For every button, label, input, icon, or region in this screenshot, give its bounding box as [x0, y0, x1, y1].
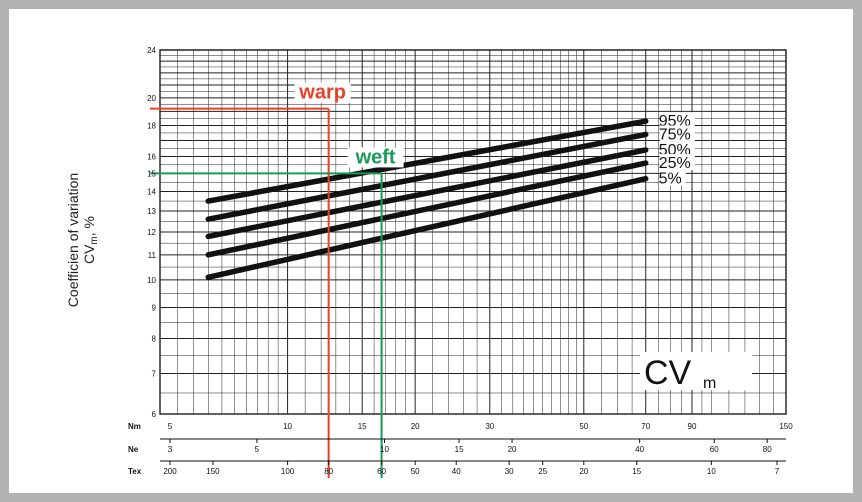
x-tick-label: 150 — [206, 467, 220, 476]
x-tick-label: 7 — [775, 467, 780, 476]
series-line — [205, 160, 649, 258]
y-axis-label: Coefficien of variation CVm, % — [65, 173, 100, 307]
annotation-label: weft — [355, 146, 396, 168]
y-axis-label-line2: CVm, % — [81, 216, 100, 264]
series-label: 5% — [659, 171, 682, 188]
x-tick-label: 150 — [779, 422, 793, 431]
x-tick-label: 5 — [168, 422, 173, 431]
series-line — [205, 147, 649, 240]
annotation-label-bg — [294, 82, 351, 103]
cvm-badge: CV m — [640, 352, 752, 392]
x-tick-label: 10 — [380, 445, 389, 454]
y-tick-label: 20 — [147, 94, 156, 103]
x-tick-label: 15 — [632, 467, 641, 476]
x-tick-label: 20 — [411, 422, 420, 431]
x-tick-label: 10 — [707, 467, 716, 476]
x-tick-label: 40 — [635, 445, 644, 454]
x-tick-label: 5 — [255, 445, 260, 454]
series-label-bg — [659, 154, 695, 171]
x-tick-label: 90 — [688, 422, 697, 431]
x-tick-label: 15 — [358, 422, 367, 431]
y-tick-label: 11 — [148, 251, 157, 260]
x-tick-label: 200 — [163, 467, 177, 476]
cvm-badge-sub: m — [703, 375, 716, 392]
series-line — [205, 118, 649, 204]
series-line — [205, 131, 649, 222]
y-tick-label: 6 — [152, 410, 157, 419]
y-tick-label: 16 — [147, 152, 156, 161]
x-tick-label: 50 — [579, 422, 588, 431]
series-line — [205, 175, 649, 281]
y-tick-labels: 6 7 8 9 10 11 12 13 14 15 16 18 20 24 — [147, 46, 156, 419]
y-tick-label: 9 — [152, 304, 157, 313]
x-tick-label: 60 — [377, 467, 386, 476]
x-tick-label: 20 — [579, 467, 588, 476]
series-label-bg — [659, 169, 686, 186]
x-tick-label: 80 — [763, 445, 772, 454]
x-axes: Nm 5 10 15 20 30 50 70 90 150 Ne 3 5 10 15 20 40 60 80 Tex 2… — [128, 422, 793, 476]
y-tick-label: 10 — [147, 276, 156, 285]
annotation-label: warp — [298, 82, 346, 104]
annotation-label-bg — [347, 147, 404, 168]
y-tick-label: 12 — [147, 228, 156, 237]
series-label: 25% — [659, 155, 691, 172]
y-tick-label: 13 — [147, 207, 156, 216]
annotations: warp weft — [150, 82, 404, 478]
x-tick-label: 40 — [452, 467, 461, 476]
series-label-bg — [659, 125, 695, 142]
y-tick-label: 15 — [147, 169, 156, 178]
y-tick-label: 18 — [147, 122, 156, 131]
x-tick-label: 70 — [641, 422, 650, 431]
x-axis-name: Tex — [128, 467, 142, 476]
x-tick-label: 25 — [538, 467, 547, 476]
cvm-badge-main: CV — [644, 354, 692, 392]
x-tick-label: 30 — [485, 422, 494, 431]
series-lines — [205, 118, 649, 281]
x-tick-label: 10 — [283, 422, 292, 431]
x-axis-name: Ne — [128, 445, 139, 454]
x-tick-label: 20 — [508, 445, 517, 454]
x-tick-label: 15 — [455, 445, 464, 454]
x-tick-label: 30 — [505, 467, 514, 476]
y-tick-label: 14 — [147, 188, 156, 197]
chart-panel — [9, 9, 853, 493]
y-tick-label: 8 — [152, 334, 157, 343]
x-tick-label: 50 — [411, 467, 420, 476]
series-label: 75% — [659, 126, 691, 143]
series-label-bg — [659, 140, 695, 157]
y-axis-label-line1: Coefficien of variation — [65, 173, 81, 307]
x-axis-name: Nm — [128, 422, 141, 431]
x-tick-label: 80 — [324, 467, 333, 476]
x-tick-label: 100 — [281, 467, 295, 476]
x-tick-label: 3 — [168, 445, 173, 454]
y-tick-label: 7 — [152, 370, 157, 379]
y-tick-label: 24 — [147, 46, 156, 55]
chart-grid — [159, 49, 787, 415]
x-tick-label: 60 — [710, 445, 719, 454]
series-label-bg — [659, 112, 695, 129]
series-labels: 95%75%50%25%5% — [659, 112, 695, 188]
